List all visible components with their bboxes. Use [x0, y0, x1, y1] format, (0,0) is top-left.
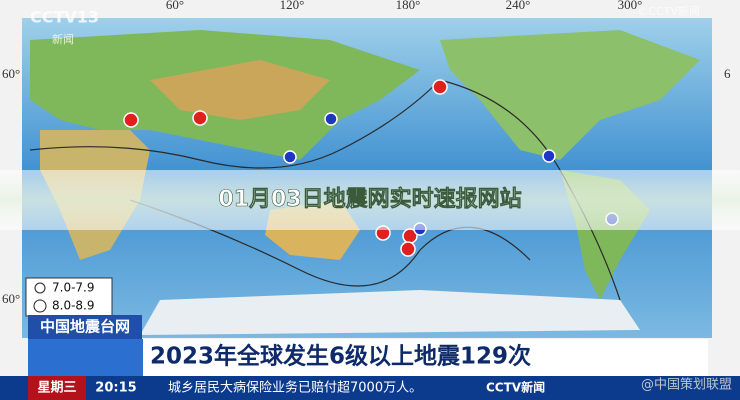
- watermark: @中国策划联盟: [641, 377, 732, 393]
- longitude-label: 120°: [280, 0, 305, 12]
- headline: 01月03日地震网实时速报网站: [218, 186, 521, 212]
- day: 星期三: [37, 381, 76, 396]
- source-box: [28, 315, 142, 339]
- day-box: [28, 376, 86, 400]
- logo: CCTV13: [30, 8, 99, 27]
- time: 20:15: [95, 381, 136, 396]
- caption: 2023年全球发生6级以上地震129次: [150, 343, 531, 370]
- logo-sub: 新闻: [52, 32, 74, 46]
- legend-label: 8.0-8.9: [52, 299, 95, 313]
- latitude-label: 60°: [2, 291, 20, 306]
- headline-band: [0, 170, 740, 230]
- legend-label: 7.0-7.9: [52, 281, 95, 295]
- latitude-label: 60°: [2, 66, 20, 81]
- longitude-labels: 60° 120° 180° 240° 300° 60° 60° 6: [2, 0, 731, 306]
- source: 中国地震台网: [40, 318, 130, 336]
- legend: 7.0-7.9 8.0-8.9: [25, 277, 113, 317]
- ticker: 城乡居民大病保险业务已赔付超7000万人。: [168, 380, 422, 396]
- longitude-label: 240°: [506, 0, 531, 12]
- ticker-bar: [0, 376, 740, 400]
- latitude-label: 6: [724, 66, 731, 81]
- longitude-label: 60°: [166, 0, 184, 12]
- watermark-top: ©CCTV新闻: [637, 4, 700, 18]
- channel: CCTV新闻: [486, 380, 545, 395]
- longitude-label: 300°: [618, 0, 643, 12]
- longitude-label: 180°: [396, 0, 421, 12]
- caption-accent: [28, 339, 143, 376]
